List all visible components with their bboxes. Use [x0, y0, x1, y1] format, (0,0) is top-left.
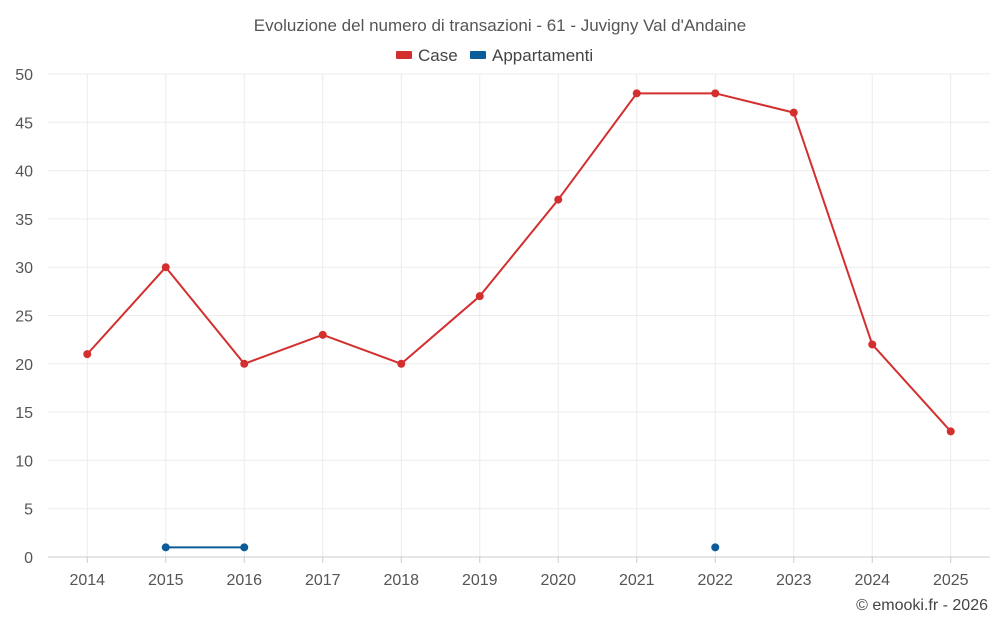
data-point-appartamenti-2015[interactable]	[161, 543, 170, 552]
chart-title: Evoluzione del numero di transazioni - 6…	[254, 16, 746, 35]
y-tick-label: 50	[15, 67, 33, 84]
data-point-case-2017[interactable]	[318, 330, 327, 339]
y-tick-label: 40	[15, 164, 33, 181]
y-tick-label: 5	[24, 502, 33, 519]
data-point-appartamenti-2016[interactable]	[240, 543, 249, 552]
data-point-case-2021[interactable]	[632, 89, 641, 98]
data-point-case-2018[interactable]	[397, 359, 406, 368]
data-point-case-2025[interactable]	[946, 427, 955, 436]
x-tick-label: 2015	[148, 572, 184, 589]
y-tick-label: 0	[24, 550, 33, 567]
x-tick-label: 2025	[933, 572, 969, 589]
x-tick-label: 2023	[776, 572, 812, 589]
y-tick-label: 20	[15, 357, 33, 374]
data-point-case-2023[interactable]	[789, 108, 798, 117]
legend-label-appartamenti: Appartamenti	[492, 46, 593, 65]
data-point-case-2020[interactable]	[554, 195, 563, 204]
legend-label-case: Case	[418, 46, 458, 65]
x-tick-label: 2018	[383, 572, 419, 589]
data-point-appartamenti-2022[interactable]	[711, 543, 720, 552]
data-point-case-2019[interactable]	[475, 292, 484, 301]
y-tick-label: 35	[15, 212, 33, 229]
grid	[48, 73, 990, 557]
x-tick-label: 2020	[540, 572, 576, 589]
y-tick-label: 45	[15, 115, 33, 132]
data-point-case-2016[interactable]	[240, 359, 249, 368]
y-tick-label: 30	[15, 260, 33, 277]
x-tick-label: 2021	[619, 572, 655, 589]
y-tick-label: 15	[15, 405, 33, 422]
y-tick-label: 10	[15, 453, 33, 470]
x-tick-label: 2022	[697, 572, 733, 589]
legend: Case Appartamenti	[396, 46, 593, 65]
x-tick-label: 2019	[462, 572, 498, 589]
data-point-case-2015[interactable]	[161, 263, 170, 272]
y-tick-label: 25	[15, 309, 33, 326]
data-point-case-2024[interactable]	[868, 340, 877, 349]
legend-swatch-appartamenti	[470, 51, 486, 59]
x-tick-label: 2024	[854, 572, 890, 589]
legend-item-appartamenti[interactable]: Appartamenti	[470, 46, 593, 65]
credit-text: © emooki.fr - 2026	[856, 597, 988, 614]
x-tick-label: 2016	[226, 572, 262, 589]
data-point-case-2014[interactable]	[83, 350, 92, 359]
x-tick-label: 2017	[305, 572, 341, 589]
legend-item-case[interactable]: Case	[396, 46, 458, 65]
series	[83, 89, 955, 552]
x-tick-label: 2014	[69, 572, 105, 589]
legend-swatch-case	[396, 51, 412, 59]
series-line-case	[86, 92, 952, 433]
data-point-case-2022[interactable]	[711, 89, 720, 98]
